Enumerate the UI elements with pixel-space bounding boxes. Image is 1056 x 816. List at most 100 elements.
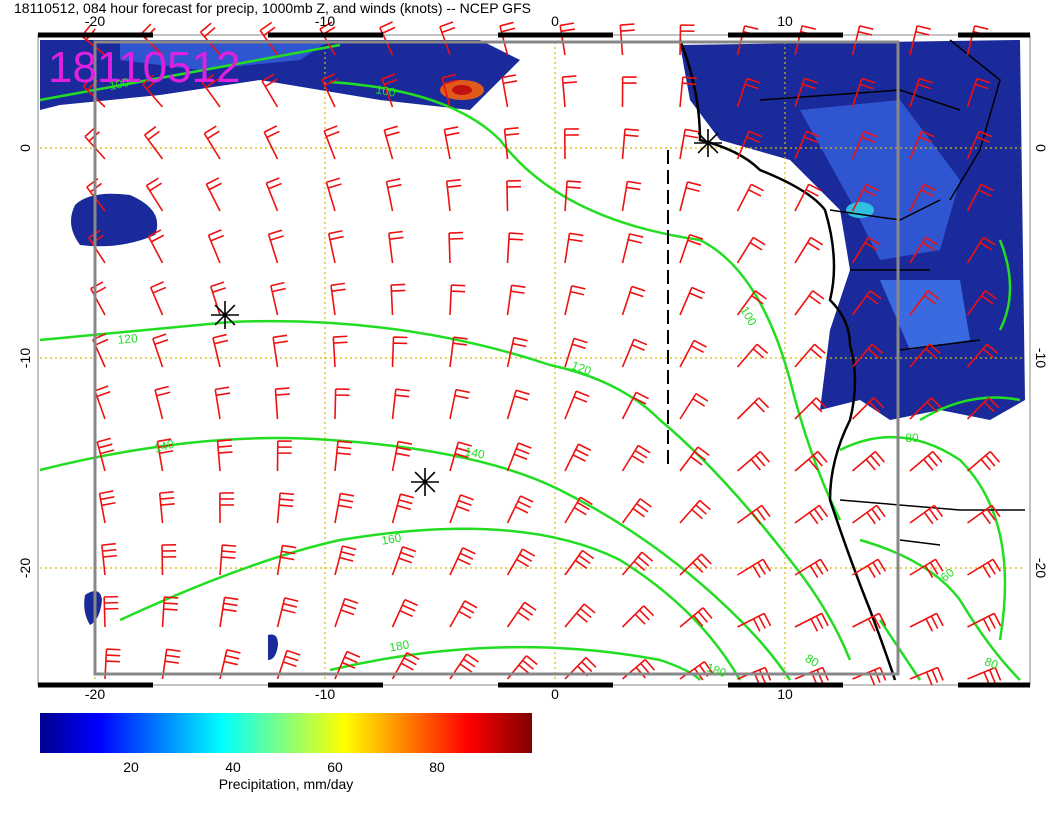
wind-barb [966,236,996,264]
wind-barb [621,551,654,576]
wind-barb [909,343,941,368]
wind-barb [564,180,582,212]
wind-barb [327,229,344,264]
y-tick-label: -10 [1033,348,1049,368]
colorbar-tick-label: 20 [123,759,139,775]
wind-barb [909,504,944,525]
star-marker [694,129,722,157]
contour-label: 180 [388,637,410,654]
wind-barb [325,177,342,212]
wind-barb [334,545,357,576]
star-marker [211,301,239,329]
wind-barb [679,128,700,160]
wind-barb [851,236,881,264]
wind-barb [391,598,418,628]
wind-barb [621,605,655,628]
wind-barb [506,389,530,420]
wind-barb [909,397,942,420]
wind-barb [852,612,887,632]
wind-barb [736,397,770,420]
wind-barb [679,446,710,472]
wind-barb [147,229,165,264]
wind-barb [621,128,640,160]
wind-barb [909,558,944,578]
wind-barb [679,553,712,576]
wind-barb [145,177,164,212]
precip-region [800,100,960,260]
wind-barb [909,290,940,316]
wind-barb [794,290,825,316]
wind-barb [334,492,355,524]
wind-barb [506,442,532,472]
wind-barb [679,339,707,368]
wind-barb [449,284,466,316]
wind-barb [561,75,577,108]
wind-barb [966,183,995,212]
contour-label: 100 [375,82,397,99]
wind-barb [158,491,175,524]
wind-barb [564,443,592,472]
wind-barb [794,558,829,578]
y-tick-label: 0 [1033,144,1049,152]
wind-barb [161,596,179,628]
wind-barb [391,493,415,524]
wind-barb [736,77,761,108]
precip-region [880,280,970,350]
wind-barb [794,612,829,632]
border [759,39,1025,546]
wind-barb [276,649,301,680]
wind-barb [564,496,593,524]
wind-barb [267,229,284,264]
wind-barb [388,230,404,264]
wind-barb [736,290,767,316]
contour [39,436,792,681]
wind-barb [94,385,111,420]
wind-barb [152,333,169,368]
wind-barb [443,126,460,160]
wind-barb [212,333,229,368]
wind-barb [391,336,408,368]
wind-barb [334,440,352,472]
wind-barb [564,603,596,628]
wind-barb [101,542,118,576]
wind-barb [205,177,222,212]
wind-barb [621,76,637,108]
date-stamp: 18110512 [48,43,241,92]
wind-barb [966,343,999,368]
wind-barb [219,649,241,680]
wind-barb [794,397,827,420]
wind-barb [736,343,769,368]
x-tick-label: 0 [551,13,559,29]
wind-barb [391,388,410,420]
wind-barb [737,558,772,578]
wind-barb [390,283,406,316]
wind-barb [104,648,121,680]
wind-barb [441,73,458,108]
x-tick-label: -20 [85,13,105,29]
wind-barb [621,285,646,316]
wind-barb [506,284,526,316]
wind-barb [385,178,402,212]
wind-barb [794,236,824,264]
wind-barb [794,130,820,160]
wind-barb [276,597,299,628]
x-tick-label: 0 [551,686,559,702]
wind-barb [852,504,886,525]
wind-barb [851,77,876,108]
wind-barb [794,504,829,525]
wind-barb [621,338,648,368]
precip-cell [268,634,278,660]
wind-barb [219,544,237,576]
wind-barb [263,125,280,160]
wind-barb [199,22,221,56]
wind-barb [794,343,826,368]
x-tick-label: -20 [85,686,105,702]
coast-line [678,39,897,681]
y-tick-label: -20 [1033,558,1049,578]
wind-barb [621,498,652,524]
wind-barb [564,284,586,316]
wind-barb [261,73,279,108]
wind-barb [679,392,709,420]
wind-barb [967,558,1002,578]
